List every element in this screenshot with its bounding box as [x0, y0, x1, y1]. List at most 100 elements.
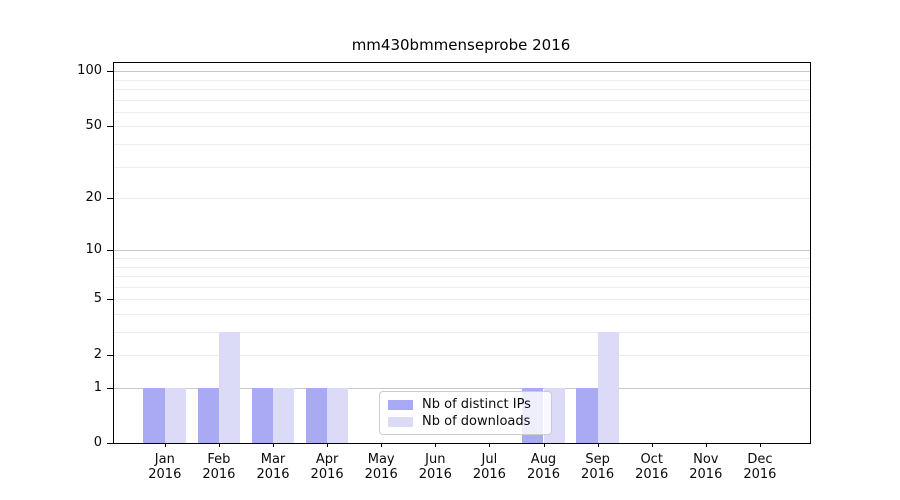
x-tick-year: 2016 — [581, 467, 615, 482]
legend: Nb of distinct IPs Nb of downloads — [379, 391, 552, 435]
x-tick-month: Feb — [207, 452, 231, 467]
plot-area — [113, 62, 811, 444]
minor-gridline-80 — [114, 89, 810, 90]
y-tick-label-100: 100 — [77, 63, 102, 79]
x-tick-year: 2016 — [256, 467, 290, 482]
x-tick-label-Feb: Feb 2016 — [189, 452, 249, 482]
y-tick-label-10: 10 — [85, 242, 102, 258]
minor-gridline-20 — [114, 198, 810, 200]
x-tick-mark-Oct — [651, 443, 653, 447]
y-tick-mark-2 — [107, 355, 113, 357]
x-tick-label-Dec: Dec 2016 — [730, 452, 790, 482]
legend-label-downloads: Nb of downloads — [422, 414, 531, 429]
legend-swatch-downloads — [388, 416, 413, 427]
bar-distinct-ips-Apr — [305, 388, 328, 443]
y-tick-mark-10 — [107, 250, 113, 252]
x-tick-label-Apr: Apr 2016 — [297, 452, 357, 482]
minor-gridline-4 — [114, 314, 810, 315]
x-tick-year: 2016 — [689, 467, 723, 482]
minor-gridline-9 — [114, 258, 810, 259]
x-tick-year: 2016 — [635, 467, 669, 482]
x-tick-mark-Jul — [489, 443, 491, 447]
x-tick-label-Nov: Nov 2016 — [676, 452, 736, 482]
x-tick-label-Aug: Aug 2016 — [514, 452, 574, 482]
major-gridline-10 — [114, 250, 810, 252]
minor-gridline-7 — [114, 276, 810, 277]
y-tick-mark-20 — [107, 198, 113, 200]
minor-gridline-40 — [114, 144, 810, 145]
x-tick-month: Nov — [693, 452, 719, 467]
x-tick-mark-Dec — [759, 443, 761, 447]
x-tick-month: Mar — [260, 452, 286, 467]
minor-gridline-5 — [114, 299, 810, 301]
chart-title: mm430bmmenseprobe 2016 — [351, 36, 571, 54]
legend-label-distinct-ips: Nb of distinct IPs — [422, 397, 531, 412]
x-tick-mark-Apr — [327, 443, 329, 447]
bar-downloads-Apr — [327, 388, 349, 443]
bar-distinct-ips-Sep — [576, 388, 598, 443]
x-tick-year: 2016 — [310, 467, 344, 482]
x-tick-year: 2016 — [526, 467, 561, 482]
y-tick-mark-1 — [107, 388, 113, 389]
x-tick-label-May: May 2016 — [351, 452, 411, 482]
x-tick-month: Sep — [585, 452, 610, 467]
x-tick-year: 2016 — [743, 467, 777, 482]
x-tick-label-Jul: Jul 2016 — [459, 452, 519, 482]
legend-entry-distinct-ips: Nb of distinct IPs — [388, 397, 543, 412]
x-tick-mark-Jan — [164, 443, 166, 447]
x-tick-year: 2016 — [364, 467, 398, 482]
x-tick-month: Oct — [640, 452, 663, 467]
bar-downloads-Sep — [597, 332, 619, 443]
x-tick-month: Dec — [747, 452, 773, 467]
minor-gridline-3 — [114, 332, 810, 333]
legend-swatch-distinct-ips — [388, 399, 413, 410]
x-tick-year: 2016 — [418, 467, 452, 482]
y-tick-label-0: 0 — [93, 435, 102, 450]
x-tick-label-Jan: Jan 2016 — [135, 452, 195, 482]
x-tick-mark-Mar — [273, 443, 274, 447]
x-tick-mark-Nov — [705, 443, 707, 447]
minor-gridline-50 — [114, 126, 810, 128]
bar-distinct-ips-Jan — [143, 388, 165, 443]
legend-entry-downloads: Nb of downloads — [388, 414, 543, 429]
x-tick-mark-Jun — [435, 443, 437, 447]
bar-distinct-ips-Feb — [197, 388, 219, 443]
x-tick-year: 2016 — [472, 467, 506, 482]
minor-gridline-6 — [114, 286, 810, 288]
x-tick-month: Apr — [315, 452, 339, 467]
y-tick-label-50: 50 — [85, 118, 102, 134]
minor-gridline-60 — [114, 111, 810, 113]
x-tick-month: May — [367, 452, 395, 467]
x-tick-label-Sep: Sep 2016 — [568, 452, 628, 482]
y-tick-mark-50 — [107, 126, 113, 128]
y-tick-mark-0 — [107, 443, 113, 444]
y-tick-mark-100 — [107, 71, 113, 73]
y-tick-label-5: 5 — [93, 291, 102, 307]
bar-downloads-Mar — [273, 388, 295, 443]
major-gridline-100 — [114, 71, 810, 73]
x-tick-year: 2016 — [148, 467, 182, 482]
x-tick-label-Oct: Oct 2016 — [622, 452, 682, 482]
x-tick-month: Jul — [481, 452, 498, 467]
x-tick-label-Jun: Jun 2016 — [405, 452, 465, 482]
y-tick-mark-5 — [107, 299, 113, 301]
y-tick-label-2: 2 — [93, 347, 102, 363]
bar-downloads-Jan — [164, 388, 187, 443]
minor-gridline-30 — [114, 166, 810, 168]
y-tick-label-1: 1 — [93, 380, 102, 395]
x-tick-month: Jan — [154, 452, 175, 467]
x-tick-year: 2016 — [202, 467, 236, 482]
x-tick-mark-May — [381, 443, 383, 447]
y-tick-label-20: 20 — [85, 190, 102, 206]
x-tick-mark-Feb — [218, 443, 220, 447]
minor-gridline-8 — [114, 266, 810, 268]
x-tick-month: Jun — [425, 452, 446, 467]
bar-downloads-Feb — [218, 332, 241, 443]
minor-gridline-70 — [114, 99, 810, 101]
x-tick-mark-Aug — [543, 443, 545, 447]
minor-gridline-90 — [114, 79, 810, 81]
x-tick-mark-Sep — [597, 443, 599, 447]
bar-distinct-ips-Mar — [251, 388, 273, 443]
x-tick-month: Aug — [530, 452, 557, 467]
